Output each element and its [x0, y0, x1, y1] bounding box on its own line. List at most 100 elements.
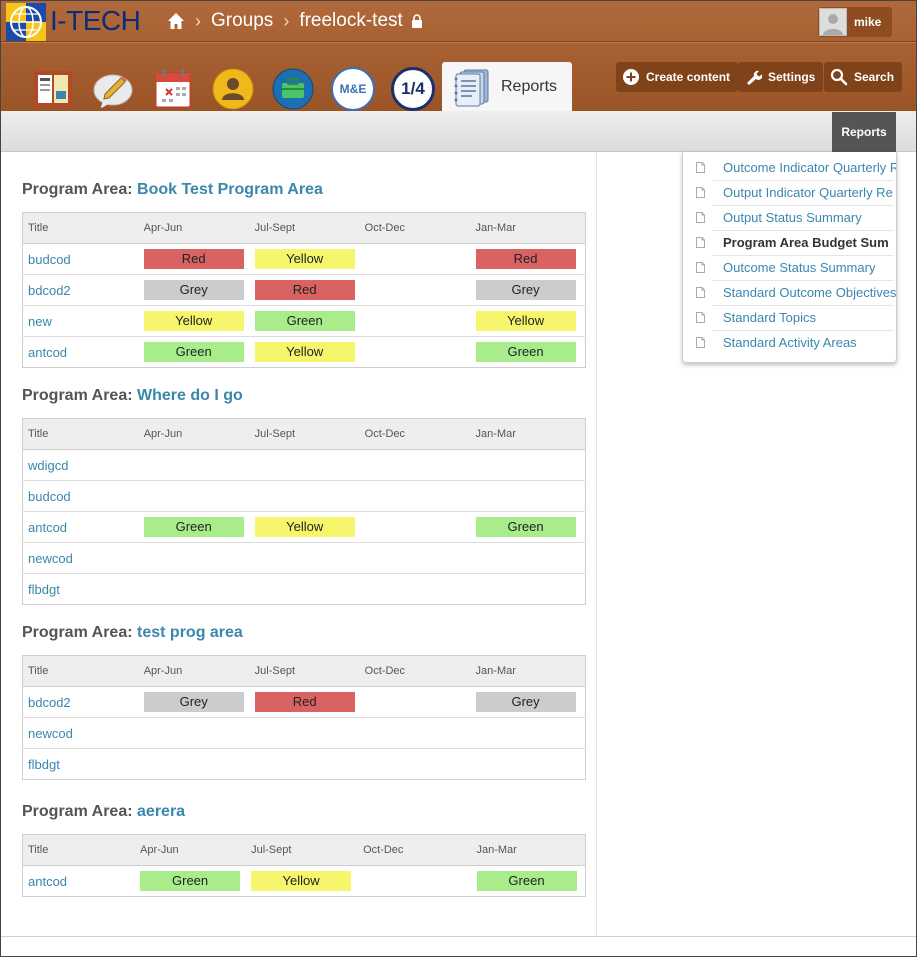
report-menu-label: Standard Outcome Objectives — [723, 285, 897, 300]
status-cell-q2 — [250, 749, 360, 780]
user-menu[interactable]: mike — [818, 7, 892, 37]
brand-name[interactable]: I-TECH — [50, 5, 141, 36]
column-header-q2: Jul-Sept — [249, 655, 360, 687]
contacts-tab-icon[interactable] — [211, 67, 255, 111]
status-cell-q1 — [139, 574, 250, 605]
program-area-prefix: Program Area: — [22, 803, 133, 820]
report-menu-item[interactable]: Outcome Status Summary — [683, 255, 896, 280]
settings-button[interactable]: Settings — [738, 62, 824, 92]
briefcase-tab-icon[interactable] — [271, 67, 315, 111]
table-row: newcod — [22, 543, 586, 574]
status-cell-q4: Red — [471, 244, 586, 275]
column-header-q1: Apr-Jun — [138, 418, 250, 450]
status-cell-q3 — [360, 574, 471, 605]
status-cell-q3 — [360, 749, 471, 780]
program-area-heading: Program Area: Book Test Program Area — [22, 181, 586, 203]
report-menu-item[interactable]: Standard Topics — [683, 305, 896, 330]
status-cell-q2: Red — [250, 275, 360, 306]
column-header-title: Title — [22, 212, 139, 244]
me-tab-icon[interactable]: M&E — [331, 67, 375, 111]
report-menu-item[interactable]: Outcome Indicator Quarterly R — [683, 155, 896, 180]
status-cell-q1 — [139, 450, 250, 481]
title-cell: bdcod2 — [23, 687, 139, 718]
report-menu-item[interactable]: Output Status Summary — [683, 205, 896, 230]
title-cell: antcod — [23, 866, 136, 897]
dashboard-tab-icon[interactable] — [31, 67, 75, 111]
table-row: new Yellow Green Yellow — [22, 306, 586, 337]
status-cell-q4 — [471, 574, 586, 605]
program-area-link[interactable]: Book Test Program Area — [137, 181, 323, 198]
create-content-button[interactable]: Create content — [616, 62, 739, 92]
title-cell: budcod — [23, 481, 139, 512]
program-area-section: Program Area: test prog area Title Apr-Jun… — [22, 624, 586, 780]
table-row: budcod — [22, 481, 586, 512]
report-menu-item[interactable]: Standard Activity Areas — [683, 330, 896, 355]
title-cell: bdcod2 — [23, 275, 139, 306]
status-cell-q4 — [471, 749, 586, 780]
breadcrumb-groups[interactable]: Groups — [211, 10, 274, 31]
status-cell-q3 — [360, 512, 471, 543]
objective-link[interactable]: newcod — [28, 725, 73, 741]
program-area-prefix: Program Area: — [22, 387, 133, 404]
program-area-link[interactable]: aerera — [137, 803, 186, 820]
table-row: antcod Green Yellow Green — [22, 512, 586, 543]
avatar — [819, 8, 847, 36]
column-divider — [596, 152, 597, 936]
status-cell-q1: Grey — [139, 687, 250, 718]
status-cell-q1: Grey — [139, 275, 250, 306]
tab-reports[interactable]: Reports — [442, 62, 572, 111]
objective-link[interactable]: bdcod2 — [28, 694, 71, 710]
column-header-q2: Jul-Sept — [249, 212, 360, 244]
column-header-q4: Jan-Mar — [470, 418, 586, 450]
status-badge: Green — [254, 311, 355, 331]
program-area-link[interactable]: Where do I go — [137, 387, 243, 404]
status-cell-q4: Green — [471, 512, 586, 543]
table-row: antcod Green Yellow Green — [23, 866, 586, 897]
status-table: Title Apr-Jun Jul-Sept Oct-Dec Jan-Mar antcod… — [22, 834, 586, 897]
breadcrumb-separator: › — [283, 10, 290, 31]
report-menu-item[interactable]: Output Indicator Quarterly Re — [683, 180, 896, 205]
search-button[interactable]: Search — [824, 62, 903, 92]
status-badge: Yellow — [254, 517, 355, 537]
objective-link[interactable]: bdcod2 — [28, 282, 71, 298]
objective-link[interactable]: budcod — [28, 251, 71, 267]
quarter-tab-icon[interactable]: 1/4 — [391, 67, 435, 111]
status-cell-q2 — [250, 481, 360, 512]
globe-logo-icon[interactable] — [6, 3, 46, 41]
menu-separator — [712, 280, 893, 281]
edit-message-tab-icon[interactable] — [91, 67, 135, 111]
objective-link[interactable]: newcod — [28, 550, 73, 566]
status-cell-q3 — [360, 481, 471, 512]
breadcrumb-group-name[interactable]: freelock-test — [299, 10, 403, 31]
program-area-link[interactable]: test prog area — [137, 624, 243, 641]
reports-menu-button[interactable]: Reports — [832, 112, 896, 152]
status-cell-q3 — [360, 718, 471, 749]
report-menu-item[interactable]: Standard Outcome Objectives — [683, 280, 897, 305]
objective-link[interactable]: antcod — [28, 873, 68, 889]
status-cell-q3 — [360, 687, 471, 718]
status-badge: Green — [140, 871, 241, 891]
document-icon — [696, 337, 705, 348]
objective-link[interactable]: antcod — [28, 344, 68, 360]
objective-link[interactable]: flbdgt — [28, 581, 60, 597]
report-menu-item[interactable]: Program Area Budget Sum — [683, 230, 896, 255]
table-header-row: Title Apr-Jun Jul-Sept Oct-Dec Jan-Mar — [22, 655, 586, 687]
document-icon — [696, 162, 705, 173]
program-area-prefix: Program Area: — [22, 624, 133, 641]
tab-reports-label: Reports — [501, 77, 558, 95]
program-area-heading: Program Area: test prog area — [22, 624, 586, 646]
objective-link[interactable]: flbdgt — [28, 756, 60, 772]
calendar-tab-icon[interactable] — [151, 67, 195, 111]
title-cell: newcod — [23, 718, 139, 749]
home-icon[interactable] — [167, 12, 185, 30]
objective-link[interactable]: budcod — [28, 488, 71, 504]
objective-link[interactable]: wdigcd — [28, 457, 69, 473]
objective-link[interactable]: new — [28, 313, 52, 329]
status-cell-q2 — [250, 718, 360, 749]
status-cell-q3 — [360, 450, 471, 481]
objective-link[interactable]: antcod — [28, 519, 68, 535]
status-cell-q2: Yellow — [246, 866, 358, 897]
status-cell-q1 — [139, 718, 250, 749]
program-area-prefix: Program Area: — [22, 181, 133, 198]
status-cell-q1 — [139, 543, 250, 574]
